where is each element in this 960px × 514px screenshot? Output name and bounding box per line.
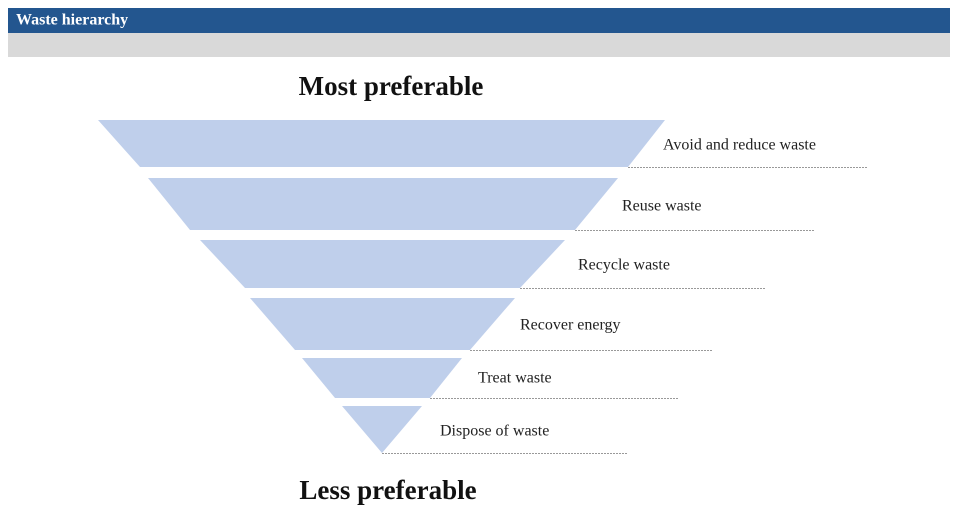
level-label: Recycle waste [578, 257, 670, 274]
pyramid-level [342, 406, 422, 453]
header-title: Waste hierarchy [16, 12, 128, 29]
pyramid: Avoid and reduce waste Reuse waste Recycle… [98, 120, 868, 454]
pyramid-level [250, 298, 515, 350]
header-bar [8, 8, 950, 33]
pyramid-level [98, 120, 665, 167]
level-label: Avoid and reduce waste [663, 137, 816, 154]
level-label: Dispose of waste [440, 423, 549, 440]
top-label: Most preferable [299, 71, 484, 101]
level-label: Reuse waste [622, 198, 702, 215]
pyramid-level [200, 240, 565, 288]
level-label: Treat waste [478, 370, 552, 387]
level-label: Recover energy [520, 317, 621, 334]
pyramid-level [148, 178, 618, 230]
pyramid-level [302, 358, 462, 398]
bottom-label: Less preferable [299, 475, 476, 505]
subheader-bar [8, 33, 950, 57]
